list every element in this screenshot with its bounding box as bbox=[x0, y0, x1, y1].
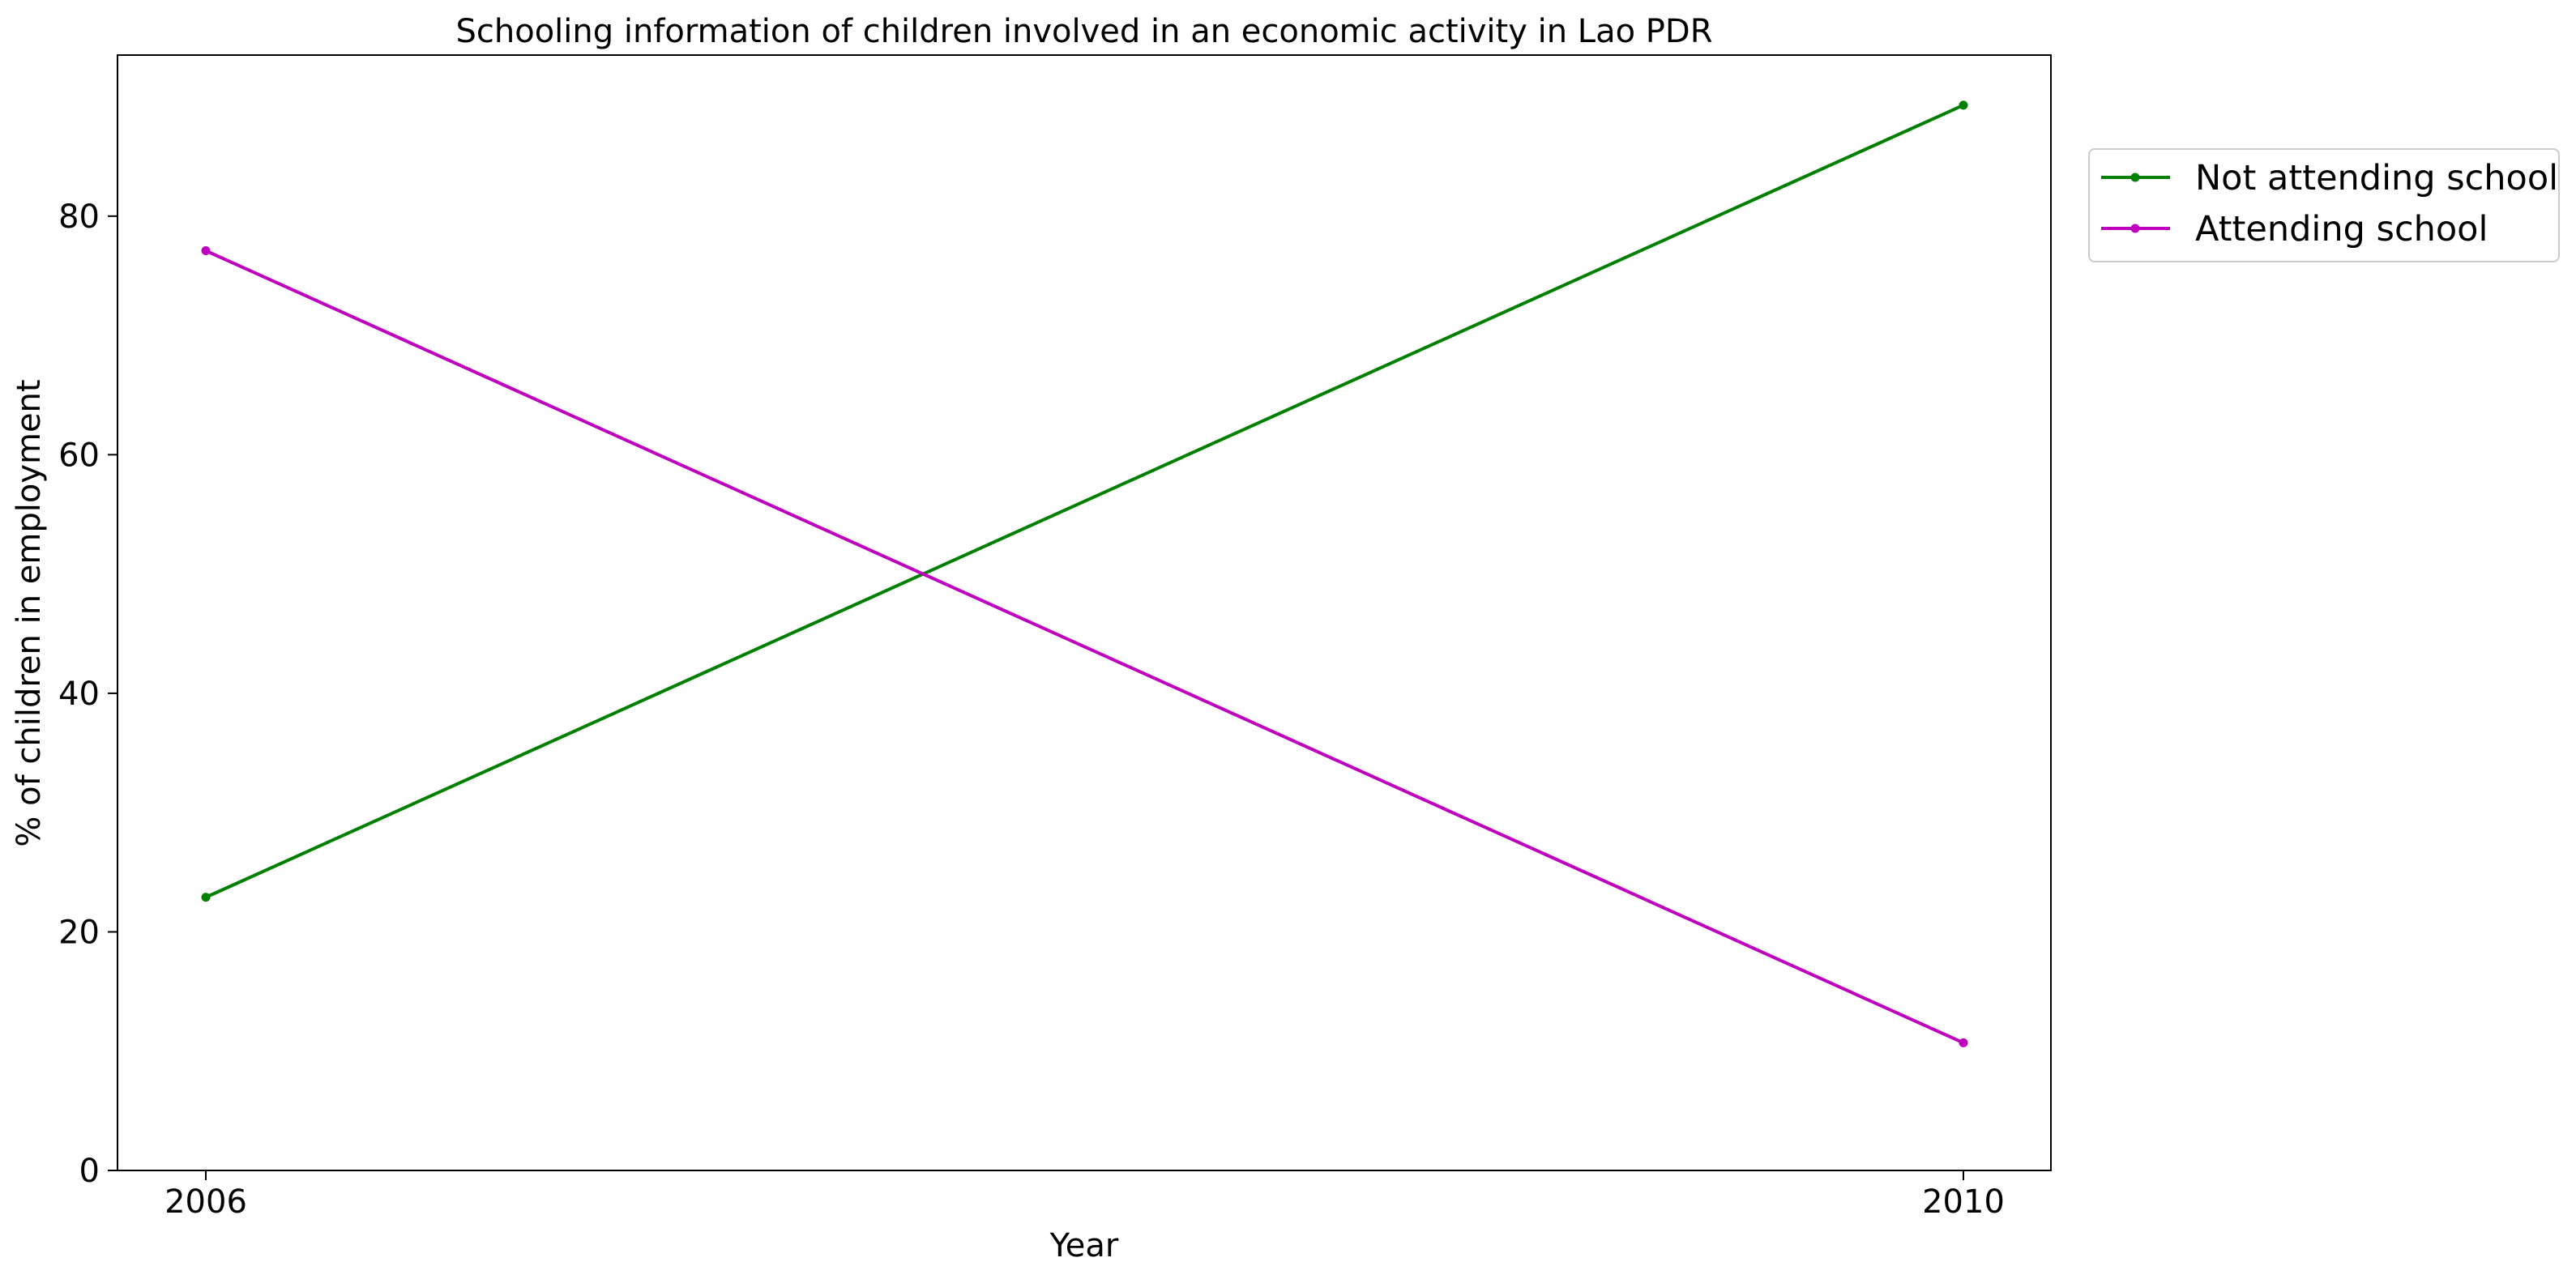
x-tick-label: 2010 bbox=[1922, 1183, 2005, 1221]
plot-area-frame bbox=[117, 54, 2052, 1171]
x-tick-label: 2006 bbox=[164, 1183, 247, 1221]
y-tick-label: 40 bbox=[58, 676, 100, 713]
data-point-not-attending-school bbox=[201, 893, 211, 902]
y-axis-label: % of children in employment bbox=[11, 379, 48, 846]
x-axis-ticks: 2006 2010 bbox=[164, 1170, 2005, 1221]
y-axis-ticks: 0 20 40 60 80 bbox=[58, 198, 117, 1190]
data-point-not-attending-school bbox=[1959, 100, 1968, 110]
y-tick-label: 60 bbox=[58, 437, 100, 474]
y-tick-label: 0 bbox=[79, 1153, 100, 1190]
legend: Not attending school Attending school bbox=[2088, 148, 2560, 262]
y-tick-label: 80 bbox=[58, 198, 100, 236]
legend-label: Attending school bbox=[2195, 209, 2488, 249]
x-axis-label: Year bbox=[1049, 1227, 1119, 1264]
series-line-attending-school bbox=[205, 249, 1964, 1045]
y-tick-label: 20 bbox=[58, 914, 100, 951]
legend-marker bbox=[2130, 173, 2140, 182]
chart-title: Schooling information of children involv… bbox=[456, 13, 1713, 50]
series-line-not-attending-school bbox=[205, 104, 1964, 899]
legend-items: Not attending school Attending school bbox=[2101, 158, 2558, 249]
series-group bbox=[201, 100, 1968, 1047]
data-point-attending-school bbox=[201, 246, 211, 256]
data-point-attending-school bbox=[1959, 1038, 1968, 1047]
legend-frame bbox=[2088, 148, 2560, 262]
legend-marker bbox=[2130, 224, 2140, 233]
legend-label: Not attending school bbox=[2195, 158, 2558, 198]
